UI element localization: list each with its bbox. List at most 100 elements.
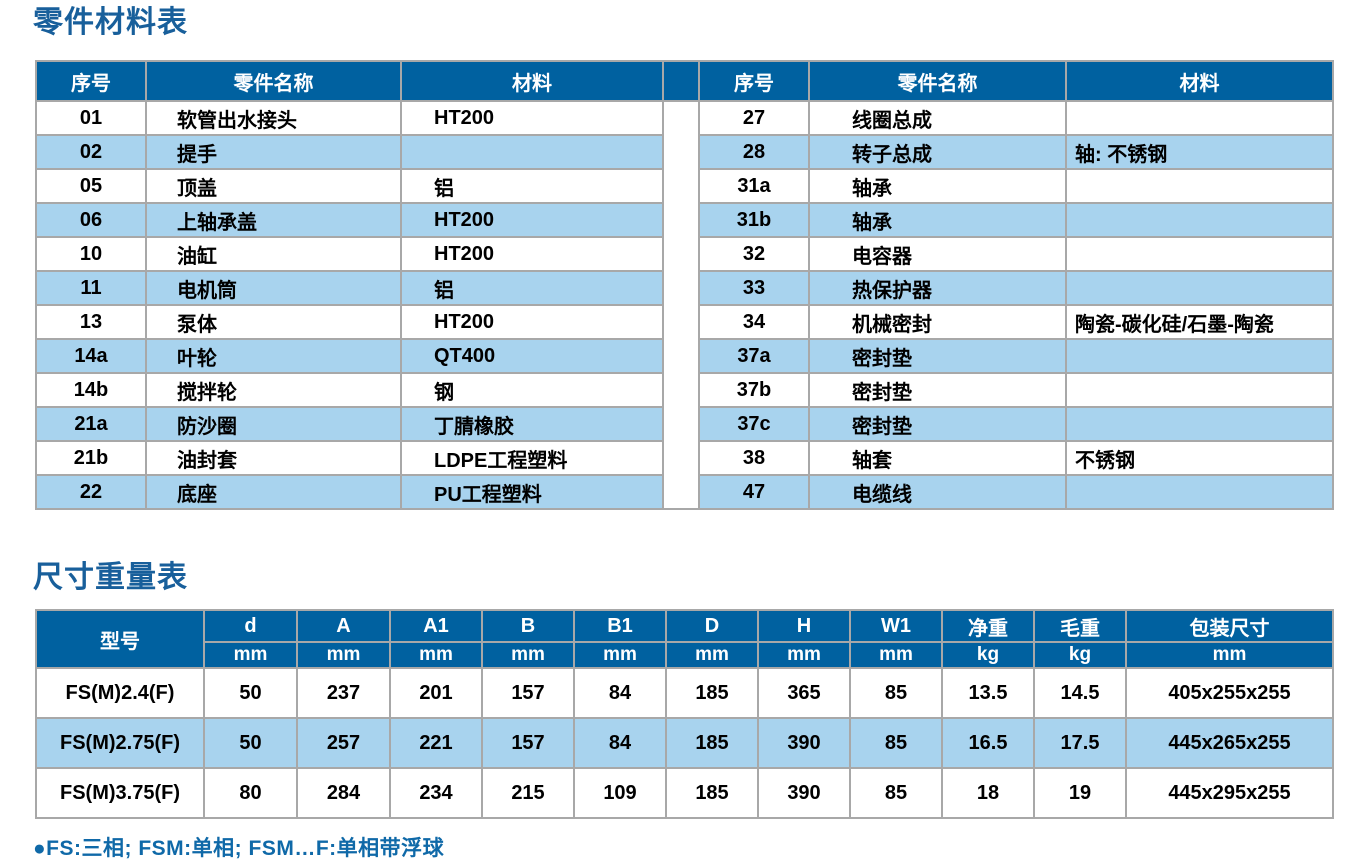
part-number: 11: [35, 270, 147, 306]
size-value-a1: 234: [389, 767, 483, 819]
part-name: 线圈总成: [808, 100, 1067, 136]
part-number: 47: [698, 474, 810, 510]
size-value-d: 80: [203, 767, 298, 819]
part-material: [1065, 236, 1334, 272]
part-material: 钢: [400, 372, 664, 408]
parts-table-row: 10 油缸 HT200 32 电容器: [35, 236, 1334, 272]
part-name: 转子总成: [808, 134, 1067, 170]
part-material: 铝: [400, 270, 664, 306]
size-value-gross-weight: 14.5: [1033, 667, 1127, 719]
part-name: 软管出水接头: [145, 100, 402, 136]
size-value-net-weight: 13.5: [941, 667, 1035, 719]
part-name: 搅拌轮: [145, 372, 402, 408]
part-number: 34: [698, 304, 810, 340]
parts-table-row: 21b 油封套 LDPE工程塑料 38 轴套 不锈钢: [35, 440, 1334, 476]
part-number: 33: [698, 270, 810, 306]
part-number: 14b: [35, 372, 147, 408]
part-number: 05: [35, 168, 147, 204]
part-material: 不锈钢: [1065, 440, 1334, 476]
parts-header-right-name: 零件名称: [808, 60, 1067, 102]
parts-material-table-title: 零件材料表: [33, 6, 188, 39]
part-material: [1065, 474, 1334, 510]
model-name: FS(M)3.75(F): [35, 767, 205, 819]
part-name: 密封垫: [808, 338, 1067, 374]
part-name: 叶轮: [145, 338, 402, 374]
size-value-b1: 84: [573, 717, 667, 769]
part-material: HT200: [400, 304, 664, 340]
size-unit-d-outer: mm: [665, 641, 759, 669]
size-table-row: FS(M)3.75(F) 80 284 234 215 109 185 390 85 18 19 44…: [35, 767, 1334, 819]
part-material: [1065, 168, 1334, 204]
part-name: 密封垫: [808, 372, 1067, 408]
part-number: 32: [698, 236, 810, 272]
part-number: 37b: [698, 372, 810, 408]
part-number: 21b: [35, 440, 147, 476]
size-unit-a: mm: [296, 641, 391, 669]
part-material: [1065, 338, 1334, 374]
part-material: PU工程塑料: [400, 474, 664, 510]
part-material: HT200: [400, 100, 664, 136]
size-table-row: FS(M)2.75(F) 50 257 221 157 84 185 390 85 16.5 17.…: [35, 717, 1334, 769]
part-material: [1065, 202, 1334, 238]
table-gap-spacer: [662, 100, 700, 510]
size-weight-table-title: 尺寸重量表: [33, 561, 188, 594]
size-value-b: 215: [481, 767, 575, 819]
part-material: HT200: [400, 202, 664, 238]
size-value-d-outer: 185: [665, 667, 759, 719]
part-material: 轴: 不锈钢: [1065, 134, 1334, 170]
part-name: 热保护器: [808, 270, 1067, 306]
part-number: 14a: [35, 338, 147, 374]
size-unit-net-weight: kg: [941, 641, 1035, 669]
size-unit-h: mm: [757, 641, 851, 669]
part-number: 37c: [698, 406, 810, 442]
size-value-b: 157: [481, 667, 575, 719]
part-number: 27: [698, 100, 810, 136]
part-number: 31a: [698, 168, 810, 204]
parts-header-right-no: 序号: [698, 60, 810, 102]
size-header-a1: A1: [389, 609, 483, 643]
size-value-net-weight: 16.5: [941, 717, 1035, 769]
size-value-gross-weight: 19: [1033, 767, 1127, 819]
parts-header-right-material: 材料: [1065, 60, 1334, 102]
part-name: 轴套: [808, 440, 1067, 476]
footnote-model-legend: ●FS:三相; FSM:单相; FSM…F:单相带浮球: [33, 837, 445, 860]
size-value-a: 237: [296, 667, 391, 719]
part-material: 陶瓷-碳化硅/石墨-陶瓷: [1065, 304, 1334, 340]
part-name: 电缆线: [808, 474, 1067, 510]
part-name: 油缸: [145, 236, 402, 272]
parts-table-row: 02 提手 28 转子总成 轴: 不锈钢: [35, 134, 1334, 170]
size-value-w1: 85: [849, 667, 943, 719]
size-value-h: 390: [757, 767, 851, 819]
part-name: 机械密封: [808, 304, 1067, 340]
parts-header-row: 序号 零件名称 材料 序号 零件名称 材料: [35, 60, 1334, 102]
parts-table-row: 05 顶盖铝 31a 轴承: [35, 168, 1334, 204]
part-name: 顶盖: [145, 168, 402, 204]
parts-header-left-no: 序号: [35, 60, 147, 102]
parts-header-left-name: 零件名称: [145, 60, 402, 102]
model-name: FS(M)2.4(F): [35, 667, 205, 719]
part-number: 13: [35, 304, 147, 340]
size-header-d-outer: D: [665, 609, 759, 643]
size-value-w1: 85: [849, 767, 943, 819]
size-value-package-size: 445x295x255: [1125, 767, 1334, 819]
model-name: FS(M)2.75(F): [35, 717, 205, 769]
part-number: 28: [698, 134, 810, 170]
part-name: 提手: [145, 134, 402, 170]
part-number: 06: [35, 202, 147, 238]
part-name: 电容器: [808, 236, 1067, 272]
parts-table-row: 01 软管出水接头 HT200 27 线圈总成: [35, 100, 1334, 510]
part-name: 电机筒: [145, 270, 402, 306]
part-material: [1065, 100, 1334, 136]
size-value-d-outer: 185: [665, 717, 759, 769]
size-value-a: 284: [296, 767, 391, 819]
part-name: 底座: [145, 474, 402, 510]
part-number: 02: [35, 134, 147, 170]
size-header-w1: W1: [849, 609, 943, 643]
size-header-d: d: [203, 609, 298, 643]
parts-table-row: 13 泵体 HT200 34 机械密封 陶瓷-碳化硅/石墨-陶瓷: [35, 304, 1334, 340]
part-material: [1065, 270, 1334, 306]
parts-header-gap-spacer: [662, 60, 700, 102]
size-unit-b: mm: [481, 641, 575, 669]
size-unit-package-size: mm: [1125, 641, 1334, 669]
size-unit-b1: mm: [573, 641, 667, 669]
